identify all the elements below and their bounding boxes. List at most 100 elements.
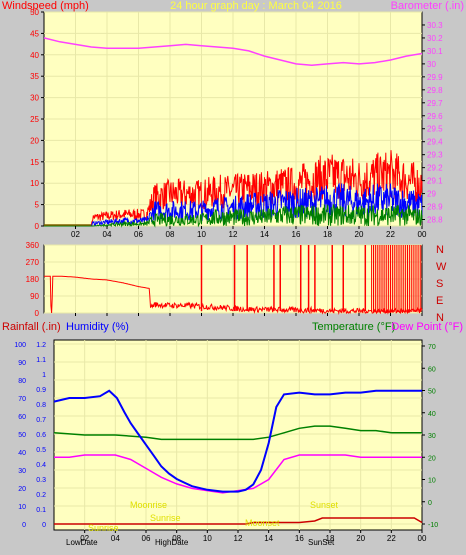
- rainfall-tick-label: 0.9: [36, 387, 46, 394]
- humidity-line: [53, 389, 422, 493]
- dir-compass-label: E: [436, 295, 443, 307]
- humidity-tick-label: 50: [18, 432, 26, 439]
- wind-series: [43, 37, 423, 228]
- temperature-tick-label: 20: [428, 455, 436, 462]
- moonrise-label: Moonrise: [130, 500, 167, 510]
- wind-x-tick-label: 00: [418, 230, 427, 239]
- humidity-tick-label: 10: [18, 504, 26, 511]
- rainfall-line: [54, 517, 423, 525]
- baro-right-tick-label: 30.2: [427, 34, 443, 43]
- wind-left-tick-label: 5: [35, 201, 40, 210]
- humidity-tick-label: 40: [18, 450, 26, 457]
- dir-left-tick-label: 270: [26, 258, 40, 267]
- wind-avg-line: [44, 182, 423, 227]
- baro-right-tick-label: 30: [427, 60, 436, 69]
- humidity-axis-label: Humidity (%): [66, 321, 129, 333]
- low-date-label: LowDate: [66, 538, 98, 547]
- baro-right-tick-label: 29.7: [427, 99, 443, 108]
- dir-compass-label: S: [436, 278, 443, 290]
- rainfall-tick-label: 0: [42, 522, 46, 529]
- baro-right-tick-label: 29.5: [427, 125, 443, 134]
- temperature-tick-label: -10: [428, 522, 438, 529]
- baro-right-tick-label: 28.8: [427, 216, 443, 225]
- rainfall-tick-label: 0.4: [36, 462, 46, 469]
- humidity-tick-label: 30: [18, 468, 26, 475]
- rainfall-tick-label: 1.2: [36, 342, 46, 349]
- hum-x-tick-label: 04: [111, 534, 120, 543]
- wind-left-tick-label: 0: [35, 222, 40, 231]
- hum-x-tick-label: 06: [142, 534, 151, 543]
- wind-x-tick-label: 18: [323, 230, 332, 239]
- bottom-time-labels: LowDate HighDate SunSet: [66, 538, 335, 547]
- rainfall-tick-label: 0.3: [36, 477, 46, 484]
- hum-x-tick-label: 08: [172, 534, 181, 543]
- baro-right-tick-label: 29.9: [427, 73, 443, 82]
- hum-x-tick-label: 00: [418, 534, 427, 543]
- rainfall-tick-label: 0.1: [36, 507, 46, 514]
- temperature-tick-label: 0: [428, 500, 432, 507]
- humidity-grid: [54, 340, 422, 530]
- rainfall-tick-label: 1: [42, 372, 46, 379]
- rainfall-tick-label: 0.5: [36, 447, 46, 454]
- rainfall-tick-label: 0.8: [36, 402, 46, 409]
- temperature-tick-label: 10: [428, 478, 436, 485]
- wind-left-tick-label: 35: [30, 72, 39, 81]
- wind-x-tick-label: 16: [292, 230, 301, 239]
- direction-series: [44, 245, 423, 315]
- barometer-line: [43, 37, 423, 66]
- baro-right-tick-label: 28.9: [427, 203, 443, 212]
- rainfall-tick-label: 0.6: [36, 432, 46, 439]
- wind-left-tick-label: 25: [30, 115, 39, 124]
- hum-x-tick-label: 02: [80, 534, 89, 543]
- wind-x-tick-label: 02: [71, 230, 80, 239]
- rainfall-axis-label: Rainfall (.in): [2, 321, 61, 333]
- sunrise-label: Sunrise: [88, 523, 119, 533]
- hum-x-tick-label: 22: [387, 534, 396, 543]
- rainfall-tick-label: 1.1: [36, 357, 46, 364]
- temperature-axis-label: Temperature (°F): [312, 321, 395, 333]
- baro-right-tick-label: 29.6: [427, 112, 443, 121]
- humidity-series: [53, 389, 423, 525]
- hum-x-tick-label: 16: [295, 534, 304, 543]
- wind-x-tick-label: 10: [197, 230, 206, 239]
- temperature-tick-label: 30: [428, 433, 436, 440]
- barometer-axis-label: Barometer (.in): [391, 0, 464, 12]
- sunset-label: Sunset: [310, 500, 339, 510]
- hum-x-tick-label: 18: [326, 534, 335, 543]
- dir-compass-label: W: [436, 261, 447, 273]
- rainfall-tick-label: 0.7: [36, 417, 46, 424]
- wind-x-tick-label: 06: [134, 230, 143, 239]
- wind-x-tick-label: 12: [229, 230, 238, 239]
- baro-right-tick-label: 29.3: [427, 151, 443, 160]
- humidity-tick-label: 60: [18, 414, 26, 421]
- wind-left-tick-label: 10: [30, 179, 39, 188]
- wind-low-line: [44, 204, 423, 228]
- baro-right-tick-label: 29.2: [427, 164, 443, 173]
- temperature-tick-label: 60: [428, 366, 436, 373]
- high-date-label: HighDate: [155, 538, 189, 547]
- windspeed-axis-label: Windspeed (mph): [2, 0, 89, 12]
- wind-gust-line: [44, 150, 423, 227]
- sunset-bottom-label: SunSet: [308, 538, 335, 547]
- moonset-label: Moonset: [245, 518, 280, 528]
- dir-left-tick-label: 90: [30, 292, 39, 301]
- wind-x-tick-label: 14: [260, 230, 269, 239]
- hum-x-tick-label: 10: [203, 534, 212, 543]
- baro-right-tick-label: 29.1: [427, 177, 443, 186]
- dir-left-tick-label: 360: [26, 241, 40, 250]
- hum-x-tick-label: 14: [264, 534, 273, 543]
- humidity-tick-label: 100: [14, 342, 26, 349]
- direction-line: [44, 275, 423, 315]
- humidity-axes: 010203040506070809010000.10.20.30.40.50.…: [14, 342, 438, 543]
- wind-x-tick-label: 04: [103, 230, 112, 239]
- sun-annotations: Moonrise Sunrise Sunset Moonset Sunrise: [88, 500, 339, 533]
- sunrise-label-2: Sunrise: [150, 513, 181, 523]
- wind-x-tick-label: 20: [355, 230, 364, 239]
- wind-left-tick-label: 45: [30, 29, 39, 38]
- humidity-tick-label: 70: [18, 396, 26, 403]
- wind-left-tick-label: 20: [30, 136, 39, 145]
- temperature-tick-label: 40: [428, 411, 436, 418]
- temperature-tick-label: 70: [428, 344, 436, 351]
